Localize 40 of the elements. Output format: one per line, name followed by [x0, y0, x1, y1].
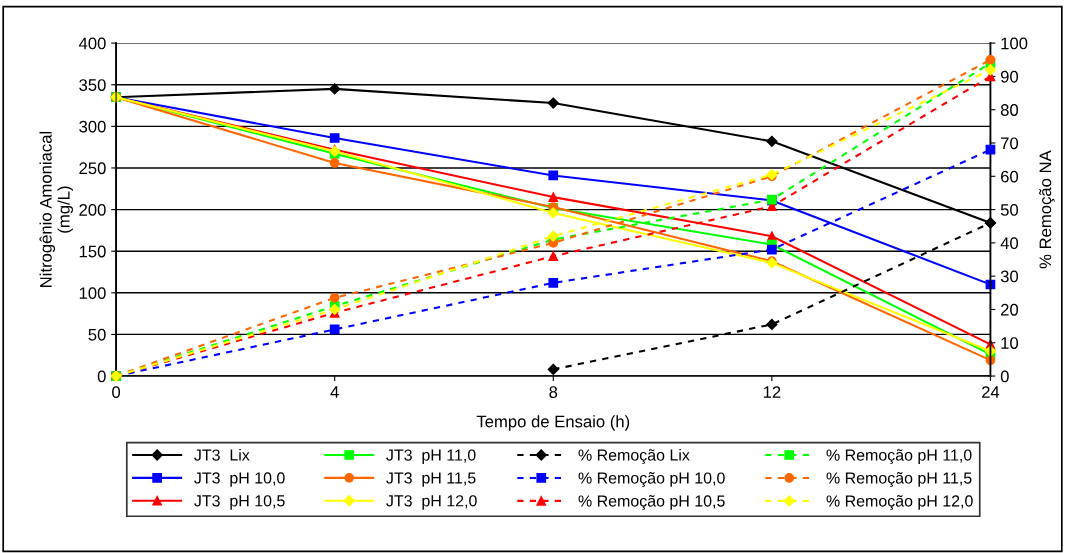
legend-label: JT3 Lix	[194, 449, 250, 461]
y2-tick-label: 0	[1000, 370, 1009, 383]
y2-tick-label: 10	[1001, 337, 1019, 349]
y-tick-label: 200	[79, 203, 106, 216]
legend-label: JT3 pH 11,5	[386, 472, 476, 487]
y2-tick-label: 70	[1001, 137, 1019, 150]
legend-label: % Remoção pH 10,0	[578, 472, 725, 487]
y-tick-label: 50	[88, 328, 106, 341]
legend-label: % Remoção pH 12,0	[826, 495, 973, 510]
y-tick-label: 350	[79, 79, 106, 91]
x-tick-label: 8	[549, 386, 558, 398]
x-tick-label: 4	[330, 386, 339, 398]
y-tick-label: 100	[79, 287, 106, 300]
y-tick-label: 300	[79, 120, 106, 133]
legend-label: % Remoção pH 11,0	[826, 449, 972, 464]
y-tick-label: 250	[79, 162, 106, 175]
y2-tick-label: 60	[1001, 170, 1019, 183]
x-tick-label: 24	[982, 386, 1000, 398]
legend-label: JT3 pH 10,0	[194, 472, 285, 487]
y2-tick-label: 100	[1001, 37, 1028, 50]
y2-tick-label: 80	[1000, 104, 1019, 116]
y2-tick-label: 30	[1000, 270, 1019, 283]
y2-tick-label: 40	[1000, 237, 1019, 250]
y-axis-title: Nitrogênio Amoniacal (mg/L)	[39, 131, 73, 287]
y2-axis-title: % Remoção NA	[1039, 150, 1055, 269]
y2-tick-label: 50	[1000, 203, 1019, 216]
y-tick-label: 150	[79, 245, 106, 258]
legend-label: JT3 pH 12,0	[386, 495, 477, 510]
x-tick-label: 12	[763, 386, 781, 398]
legend-label: JT3 pH 11,0	[386, 449, 476, 464]
y2-tick-label: 20	[1001, 303, 1019, 316]
legend-label: JT3 pH 10,5	[194, 495, 285, 510]
legend-label: % Remoção pH 11,5	[826, 472, 972, 487]
y-tick-label: 400	[78, 37, 106, 50]
y-tick-label: 0	[97, 370, 106, 383]
y2-tick-label: 90	[1000, 70, 1019, 83]
x-tick-label: 0	[112, 386, 121, 398]
legend-label: % Remoção pH 10,5	[578, 495, 725, 510]
legend-label: % Remoção Lix	[578, 449, 690, 464]
x-axis-title: Tempo de Ensaio (h)	[476, 415, 630, 431]
